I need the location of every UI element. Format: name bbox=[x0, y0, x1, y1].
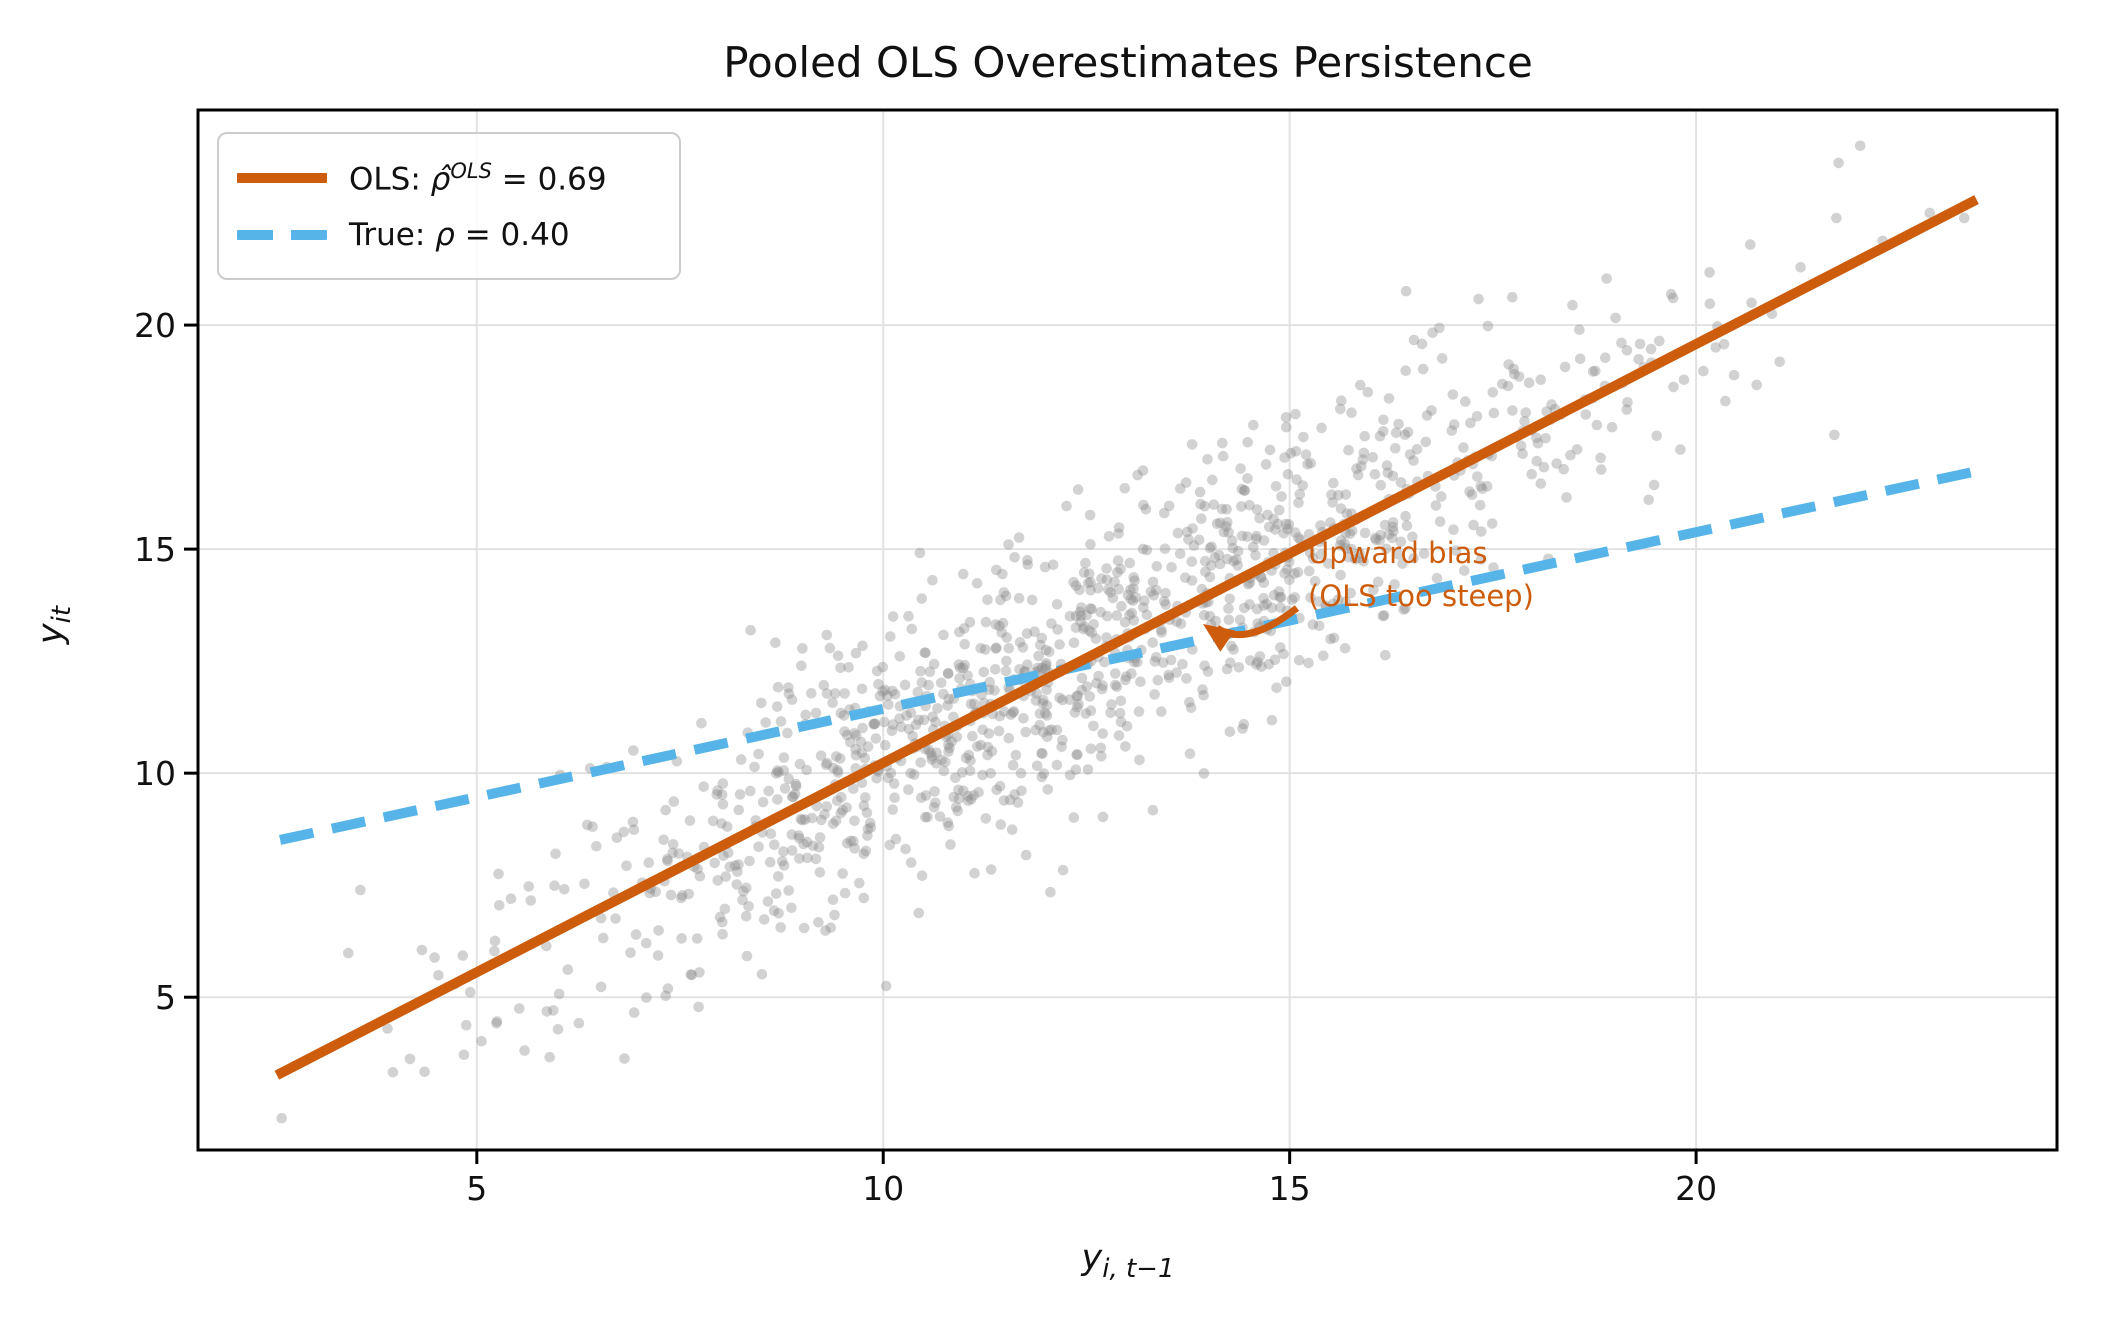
x-tick-label: 15 bbox=[1269, 1169, 1311, 1208]
tick-labels: 5 10 15 20 5 10 15 20 bbox=[134, 306, 1717, 1208]
ols-line-swatch bbox=[237, 173, 327, 184]
axes-frame bbox=[196, 108, 2059, 1152]
legend: OLS: ρ̂OLS = 0.69 True: ρ = 0.40 bbox=[217, 132, 681, 280]
legend-entry-true: True: ρ = 0.40 bbox=[237, 217, 661, 253]
scatter-points bbox=[276, 140, 1970, 1124]
gridlines bbox=[198, 110, 2057, 1150]
chart-title: Pooled OLS Overestimates Persistence bbox=[723, 38, 1533, 87]
y-tick-label: 15 bbox=[134, 530, 176, 569]
y-tick-label: 5 bbox=[155, 978, 176, 1017]
x-axis-label: yi, t−1 bbox=[1081, 1238, 1175, 1284]
true-line bbox=[279, 467, 1974, 845]
ols-line bbox=[274, 195, 1979, 1080]
bias-annotation-line1: Upward bias bbox=[1308, 536, 1488, 570]
bias-annotation-line2: (OLS too steep) bbox=[1308, 579, 1534, 613]
legend-label-true: True: ρ = 0.40 bbox=[349, 216, 570, 253]
bias-annotation: Upward bias (OLS too steep) bbox=[1308, 532, 1534, 618]
x-tick-label: 10 bbox=[862, 1169, 904, 1208]
y-tick-label: 10 bbox=[134, 754, 176, 793]
y-tick-label: 20 bbox=[134, 306, 176, 345]
ticks bbox=[184, 323, 1698, 1164]
annotation-arrow bbox=[1203, 605, 1300, 652]
x-tick-label: 20 bbox=[1675, 1169, 1717, 1208]
true-line-swatch bbox=[237, 229, 327, 240]
x-tick-label: 5 bbox=[466, 1169, 487, 1208]
legend-label-ols: OLS: ρ̂OLS = 0.69 bbox=[349, 159, 607, 198]
legend-entry-ols: OLS: ρ̂OLS = 0.69 bbox=[237, 159, 661, 198]
y-axis-label: yit bbox=[31, 605, 77, 645]
